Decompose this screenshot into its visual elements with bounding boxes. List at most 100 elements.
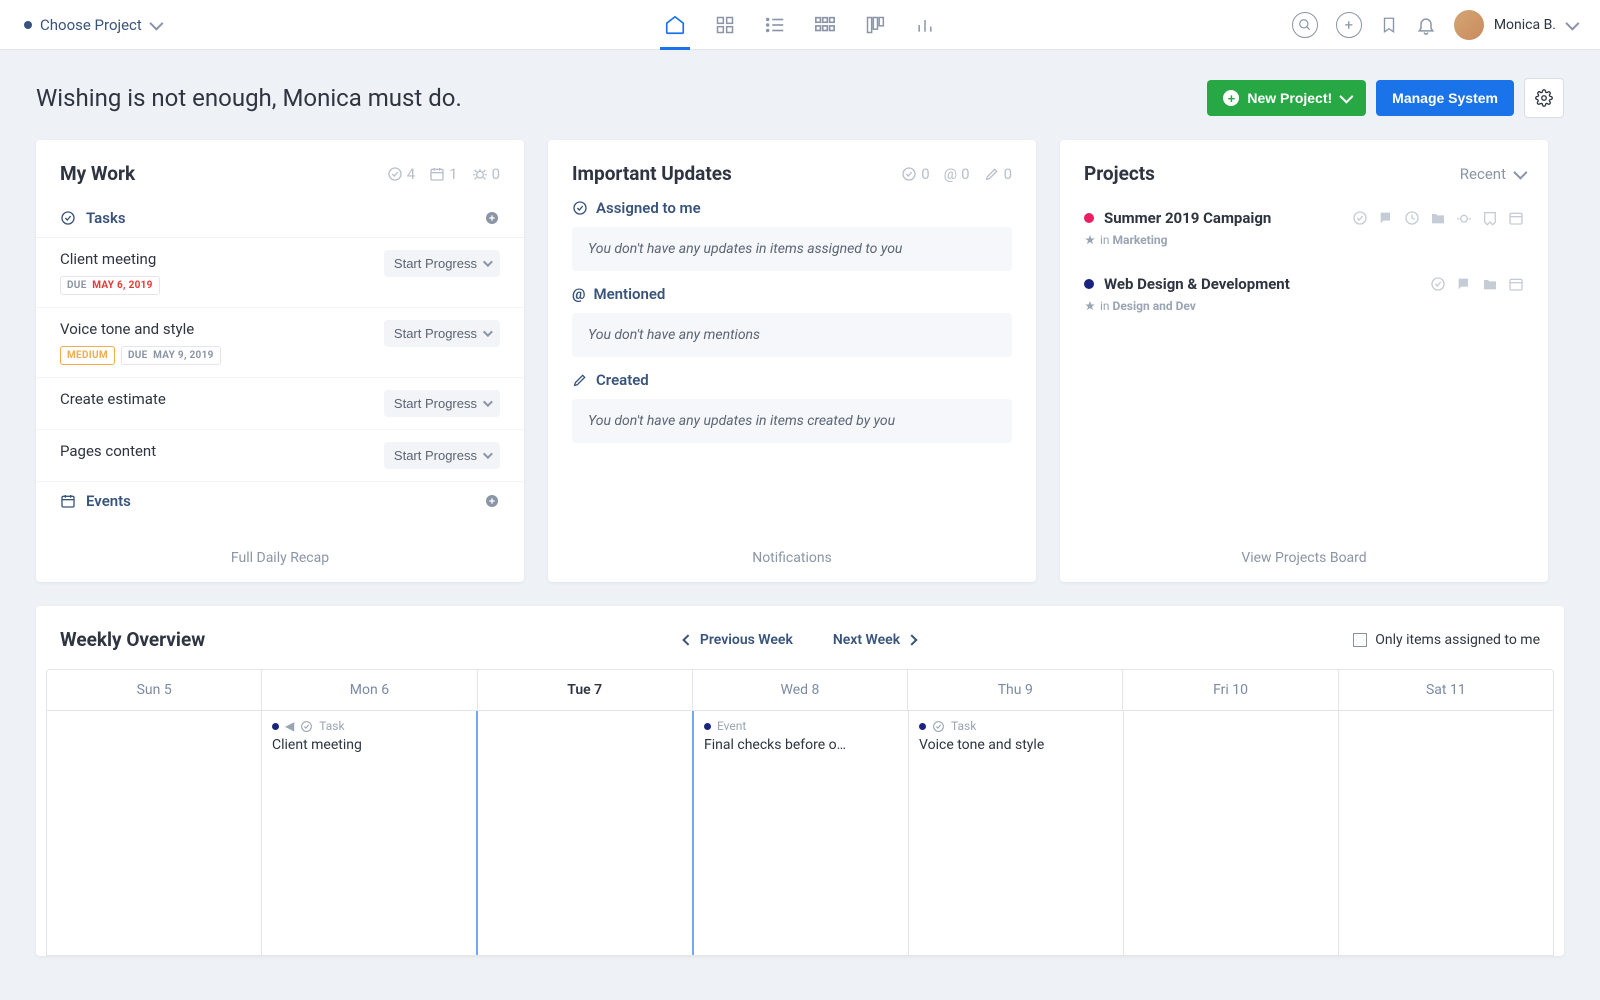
updates-card: Important Updates 0 @ 0 0 Assigned to me <box>548 140 1036 582</box>
next-week-button[interactable]: Next Week <box>833 632 916 648</box>
projects-filter-label: Recent <box>1460 165 1506 183</box>
calendar-item[interactable]: Task Voice tone and style <box>919 719 1113 753</box>
project-action-icon[interactable] <box>1482 210 1498 226</box>
nav-list-icon[interactable] <box>764 14 786 36</box>
project-row[interactable]: Summer 2019 Campaign in Marketing <box>1060 199 1548 265</box>
calendar-day-header[interactable]: Thu 9 <box>908 670 1123 710</box>
task-row[interactable]: Create estimate Start Progress <box>36 378 524 430</box>
header-actions: + New Project! Manage System <box>1207 78 1564 118</box>
card-header: Projects Recent <box>1060 140 1548 199</box>
chevron-down-icon <box>483 257 493 267</box>
project-row[interactable]: Web Design & Development in Design and D… <box>1060 265 1548 331</box>
project-action-icon[interactable] <box>1456 276 1472 292</box>
task-title: Voice tone and style <box>60 320 221 338</box>
chevron-down-icon <box>483 327 493 337</box>
calendar-day-header[interactable]: Sun 5 <box>47 670 262 710</box>
task-row[interactable]: Voice tone and style MEDIUMDUE MAY 9, 20… <box>36 308 524 378</box>
project-action-icon[interactable] <box>1430 210 1446 226</box>
calendar-item[interactable]: ◀ Task Client meeting <box>272 719 466 753</box>
new-project-button[interactable]: + New Project! <box>1207 80 1366 116</box>
plus-circle-icon <box>484 210 500 226</box>
new-project-label: New Project! <box>1247 90 1332 106</box>
plus-circle-icon: + <box>1223 90 1239 106</box>
user-menu[interactable]: Monica B. <box>1454 10 1576 40</box>
task-row[interactable]: Client meeting DUE MAY 6, 2019 Start Pro… <box>36 238 524 308</box>
start-progress-button[interactable]: Start Progress <box>384 442 500 469</box>
cal-item-head: Task <box>919 719 1113 733</box>
projects-filter[interactable]: Recent <box>1460 165 1524 183</box>
project-action-icon[interactable] <box>1508 276 1524 292</box>
check-circle-icon <box>901 166 917 182</box>
notifications-link[interactable]: Notifications <box>548 534 1036 582</box>
updates-title: Important Updates <box>572 162 732 185</box>
calendar-column: Event Final checks before o… <box>694 711 909 955</box>
calendar-day-header[interactable]: Wed 8 <box>693 670 908 710</box>
update-section: Created You don't have any updates in it… <box>548 371 1036 457</box>
project-action-icon[interactable] <box>1352 210 1368 226</box>
task-title: Client meeting <box>60 250 160 268</box>
nav-home-icon[interactable] <box>664 14 686 36</box>
add-icon[interactable]: + <box>1336 12 1362 38</box>
chevron-left-icon <box>682 634 693 645</box>
nav-tiles-icon[interactable] <box>814 14 836 36</box>
add-task-button[interactable] <box>484 210 500 226</box>
events-label: Events <box>86 492 131 510</box>
calendar-day-header[interactable]: Sat 11 <box>1339 670 1553 710</box>
pencil-icon <box>984 166 1000 182</box>
start-progress-button[interactable]: Start Progress <box>384 320 500 347</box>
cal-item-title: Voice tone and style <box>919 737 1113 753</box>
start-progress-button[interactable]: Start Progress <box>384 250 500 277</box>
manage-system-button[interactable]: Manage System <box>1376 80 1514 116</box>
project-sub: in Marketing <box>1084 233 1524 247</box>
calendar-day-header[interactable]: Mon 6 <box>262 670 477 710</box>
project-action-icon[interactable] <box>1430 276 1446 292</box>
full-daily-recap-link[interactable]: Full Daily Recap <box>36 534 524 582</box>
chevron-down-icon <box>483 449 493 459</box>
calendar-column <box>47 711 262 955</box>
start-progress-button[interactable]: Start Progress <box>384 390 500 417</box>
update-label: @ Mentioned <box>572 285 1012 303</box>
tasks-section[interactable]: Tasks <box>36 199 524 238</box>
calendar-body: ◀ Task Client meeting Event Final checks… <box>47 711 1553 955</box>
project-action-icon[interactable] <box>1482 276 1498 292</box>
check-icon <box>572 200 588 216</box>
topbar: Choose Project + <box>0 0 1600 50</box>
bell-icon[interactable] <box>1416 14 1436 36</box>
project-name: Summer 2019 Campaign <box>1104 209 1271 227</box>
updates-list: Assigned to me You don't have any update… <box>548 199 1036 457</box>
updates-meta: 0 @ 0 0 <box>901 165 1012 183</box>
view-projects-board-link[interactable]: View Projects Board <box>1060 534 1548 582</box>
events-section[interactable]: Events <box>36 482 524 520</box>
settings-button[interactable] <box>1524 78 1564 118</box>
due-badge: DUE MAY 9, 2019 <box>121 346 221 365</box>
due-badge: DUE MAY 6, 2019 <box>60 276 160 295</box>
user-name: Monica B. <box>1494 17 1556 33</box>
project-action-icon[interactable] <box>1404 210 1420 226</box>
add-event-button[interactable] <box>484 493 500 509</box>
project-action-icon[interactable] <box>1378 210 1394 226</box>
search-icon[interactable] <box>1292 12 1318 38</box>
calendar-item[interactable]: Event Final checks before o… <box>704 719 898 753</box>
checkbox-icon <box>1353 633 1367 647</box>
task-row[interactable]: Pages content Start Progress <box>36 430 524 482</box>
project-action-icon[interactable] <box>1508 210 1524 226</box>
meta-at: @ 0 <box>944 165 970 183</box>
bookmark-icon[interactable] <box>1380 14 1398 36</box>
weekly-card: Weekly Overview Previous Week Next Week … <box>36 606 1564 956</box>
calendar-day-header[interactable]: Fri 10 <box>1123 670 1338 710</box>
nav-columns-icon[interactable] <box>864 14 886 36</box>
badge-row: DUE MAY 6, 2019 <box>60 276 160 295</box>
meta-check: 0 <box>901 165 929 183</box>
weekly-filter[interactable]: Only items assigned to me <box>1353 632 1540 648</box>
project-chooser[interactable]: Choose Project <box>24 16 160 34</box>
chevron-down-icon <box>1513 165 1527 179</box>
calendar-day-header[interactable]: Tue 7 <box>478 670 693 710</box>
calendar-column: Task Voice tone and style <box>909 711 1124 955</box>
nav-grid-icon[interactable] <box>714 14 736 36</box>
nav-chart-icon[interactable] <box>914 14 936 36</box>
project-dot-icon <box>1084 213 1094 223</box>
avatar <box>1454 10 1484 40</box>
project-action-icon[interactable] <box>1456 210 1472 226</box>
prev-week-button[interactable]: Previous Week <box>684 632 793 648</box>
my-work-card: My Work 4 1 0 Tasks <box>36 140 524 582</box>
